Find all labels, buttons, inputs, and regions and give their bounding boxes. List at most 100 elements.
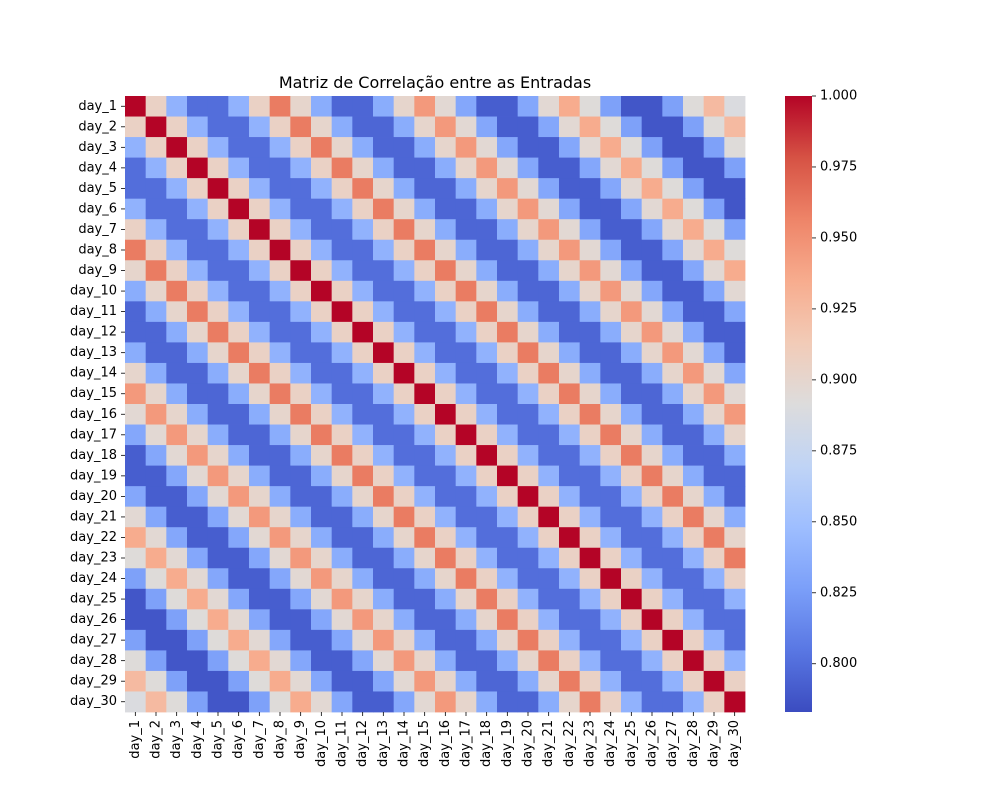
- heatmap-cell: [311, 137, 333, 158]
- heatmap-cell: [145, 178, 167, 200]
- heatmap-cell: [352, 609, 374, 631]
- heatmap-cell: [662, 178, 684, 200]
- heatmap-cell: [724, 424, 746, 446]
- heatmap-cell: [497, 629, 519, 651]
- heatmap-cell: [125, 260, 147, 282]
- heatmap-cell: [476, 96, 498, 117]
- heatmap-cell: [125, 96, 147, 117]
- heatmap-cell: [435, 506, 457, 528]
- heatmap-cell: [187, 547, 209, 569]
- heatmap-cell: [455, 301, 477, 323]
- heatmap-cell: [497, 157, 519, 179]
- heatmap-cell: [538, 157, 560, 179]
- heatmap-cell: [621, 650, 643, 672]
- heatmap-cell: [125, 280, 147, 302]
- heatmap-cell: [311, 527, 333, 549]
- heatmap-cell: [125, 321, 147, 343]
- colorbar-tick-label: 0.900: [820, 372, 857, 387]
- y-tick-label: day_27: [70, 633, 117, 648]
- heatmap-cell: [145, 650, 167, 672]
- heatmap-cell: [476, 670, 498, 692]
- heatmap-cell: [228, 383, 250, 405]
- heatmap-cell: [476, 280, 498, 302]
- heatmap-cell: [538, 609, 560, 631]
- heatmap-cell: [166, 465, 188, 487]
- heatmap-cell: [538, 568, 560, 590]
- heatmap-cell: [228, 116, 250, 138]
- heatmap-cell: [476, 219, 498, 241]
- heatmap-cell: [497, 445, 519, 466]
- heatmap-cell: [145, 383, 167, 405]
- heatmap-cell: [476, 650, 498, 672]
- heatmap-cell: [373, 260, 395, 282]
- x-tick-label: day_22: [562, 720, 577, 767]
- heatmap-cell: [538, 260, 560, 282]
- heatmap-cell: [703, 424, 725, 446]
- heatmap-cell: [269, 404, 291, 425]
- heatmap-cell: [249, 280, 271, 302]
- heatmap-cell: [435, 670, 457, 692]
- heatmap-cell: [476, 404, 498, 425]
- heatmap-cell: [414, 219, 436, 241]
- heatmap-cell: [228, 465, 250, 487]
- heatmap-cell: [641, 486, 663, 508]
- heatmap-cell: [435, 547, 457, 569]
- y-tick-label: day_10: [70, 284, 117, 299]
- heatmap-cell: [373, 280, 395, 302]
- heatmap-cell: [187, 342, 209, 364]
- heatmap-cell: [145, 96, 167, 117]
- heatmap-cell: [703, 568, 725, 590]
- heatmap-cell: [166, 178, 188, 200]
- heatmap-cell: [641, 116, 663, 138]
- heatmap-cell: [249, 198, 271, 220]
- heatmap-cell: [414, 383, 436, 405]
- heatmap-cell: [290, 588, 312, 610]
- heatmap-cell: [207, 691, 229, 713]
- heatmap-cell: [249, 239, 271, 261]
- heatmap-cell: [600, 260, 622, 282]
- heatmap-cell: [703, 342, 725, 364]
- heatmap-cell: [187, 239, 209, 261]
- heatmap-cell: [435, 650, 457, 672]
- heatmap-cell: [393, 506, 415, 528]
- y-tick-label: day_8: [78, 243, 117, 258]
- y-tick-label: day_29: [70, 674, 117, 689]
- heatmap-cell: [290, 280, 312, 302]
- heatmap-cell: [352, 342, 374, 364]
- heatmap-cell: [559, 137, 581, 158]
- heatmap-cell: [269, 486, 291, 508]
- heatmap-cell: [290, 116, 312, 138]
- heatmap-cell: [125, 157, 147, 179]
- heatmap-cell: [559, 342, 581, 364]
- heatmap-cell: [517, 301, 539, 323]
- heatmap-cell: [703, 116, 725, 138]
- heatmap-cell: [269, 301, 291, 323]
- heatmap-cell: [476, 547, 498, 569]
- heatmap-cell: [517, 424, 539, 446]
- heatmap-cell: [683, 116, 705, 138]
- heatmap-cells: [125, 96, 746, 713]
- heatmap-cell: [497, 321, 519, 343]
- heatmap-cell: [600, 137, 622, 158]
- heatmap-cell: [724, 239, 746, 261]
- heatmap-cell: [600, 116, 622, 138]
- heatmap-cell: [476, 486, 498, 508]
- heatmap-cell: [311, 670, 333, 692]
- heatmap-cell: [703, 609, 725, 631]
- heatmap-cell: [703, 547, 725, 569]
- heatmap-cell: [249, 301, 271, 323]
- heatmap-cell: [187, 178, 209, 200]
- heatmap-cell: [125, 301, 147, 323]
- heatmap-cell: [455, 445, 477, 466]
- heatmap-cell: [724, 506, 746, 528]
- heatmap-cell: [455, 670, 477, 692]
- heatmap-cell: [166, 424, 188, 446]
- heatmap-cell: [331, 219, 353, 241]
- chart-title: Matriz de Correlação entre as Entradas: [279, 73, 591, 92]
- y-tick-label: day_13: [70, 345, 117, 360]
- heatmap-cell: [724, 178, 746, 200]
- heatmap-cell: [414, 137, 436, 158]
- heatmap-cell: [641, 239, 663, 261]
- heatmap-cell: [145, 506, 167, 528]
- heatmap-cell: [290, 404, 312, 425]
